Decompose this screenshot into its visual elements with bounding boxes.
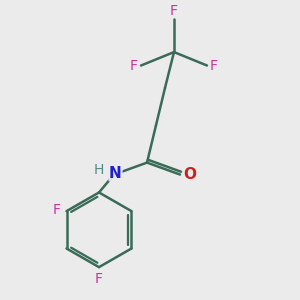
Text: N: N bbox=[109, 166, 122, 181]
Text: F: F bbox=[170, 4, 178, 18]
Text: F: F bbox=[52, 202, 61, 217]
Text: F: F bbox=[130, 58, 138, 73]
Text: F: F bbox=[210, 58, 218, 73]
Text: F: F bbox=[95, 272, 103, 286]
Text: H: H bbox=[94, 163, 104, 177]
Text: O: O bbox=[184, 167, 196, 182]
